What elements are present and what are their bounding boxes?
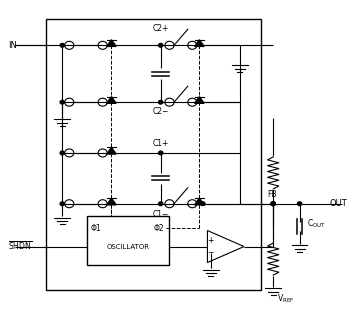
Circle shape xyxy=(201,202,205,205)
Circle shape xyxy=(158,100,163,104)
Text: FB: FB xyxy=(267,190,276,199)
Polygon shape xyxy=(107,198,116,205)
Text: C2−: C2− xyxy=(152,107,169,116)
Polygon shape xyxy=(195,198,204,205)
Polygon shape xyxy=(195,40,204,46)
Polygon shape xyxy=(107,40,116,46)
Text: C1−: C1− xyxy=(152,210,169,219)
Circle shape xyxy=(60,100,64,104)
Text: OSCILLATOR: OSCILLATOR xyxy=(107,243,150,250)
Text: OUT: OUT xyxy=(329,199,347,208)
Text: $\overline{\rm SHDN}$: $\overline{\rm SHDN}$ xyxy=(8,240,32,252)
Text: Φ1: Φ1 xyxy=(90,224,101,233)
Circle shape xyxy=(271,202,275,205)
Text: +: + xyxy=(207,236,214,245)
Circle shape xyxy=(271,202,275,205)
Circle shape xyxy=(158,151,163,155)
Circle shape xyxy=(158,44,163,47)
Text: C2+: C2+ xyxy=(152,24,169,33)
Circle shape xyxy=(298,202,302,205)
Bar xyxy=(87,216,169,265)
Text: −: − xyxy=(207,248,214,257)
Polygon shape xyxy=(107,97,116,103)
Circle shape xyxy=(271,202,275,205)
Circle shape xyxy=(60,151,64,155)
Polygon shape xyxy=(107,147,116,154)
Text: C1+: C1+ xyxy=(152,139,169,148)
Circle shape xyxy=(60,44,64,47)
Text: IN: IN xyxy=(8,41,17,50)
Polygon shape xyxy=(195,97,204,103)
Text: Φ2: Φ2 xyxy=(154,224,164,233)
Circle shape xyxy=(60,202,64,205)
Text: C$_{\rm OUT}$: C$_{\rm OUT}$ xyxy=(307,218,325,230)
Circle shape xyxy=(158,202,163,205)
Bar xyxy=(46,19,261,290)
Text: V$_{\rm REF}$: V$_{\rm REF}$ xyxy=(277,293,294,305)
